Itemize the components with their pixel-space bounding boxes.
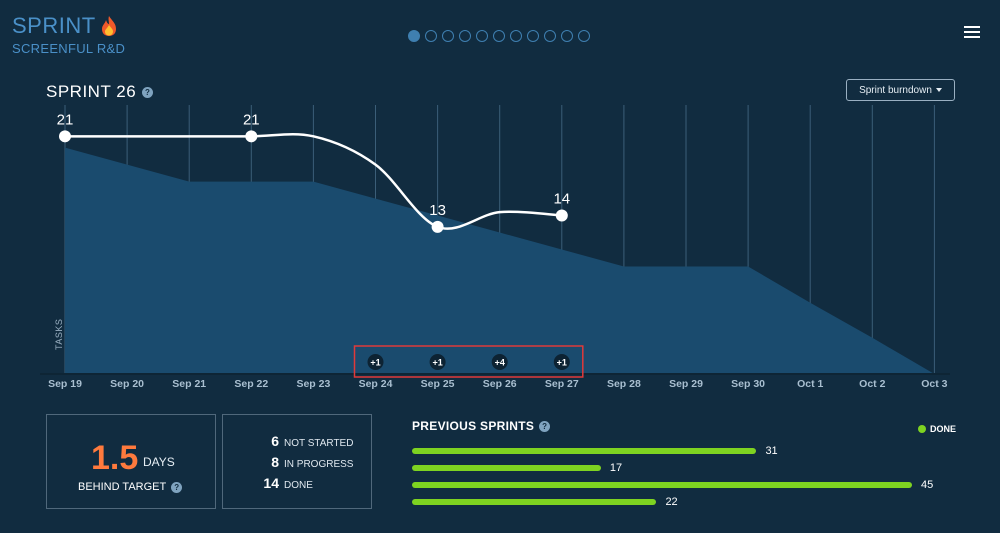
added-badge <box>429 354 446 370</box>
added-badge-label: +1 <box>432 358 442 368</box>
page-dot[interactable] <box>442 30 454 42</box>
x-tick-label: Sep 23 <box>296 378 330 390</box>
sprint-title-text: SPRINT 26 <box>46 82 137 101</box>
sprint-bar-row: 22 <box>412 496 678 508</box>
status-count: 14 <box>263 475 279 491</box>
sprint-bar-row: 17 <box>412 462 623 474</box>
sprint-bar[interactable] <box>412 482 912 488</box>
x-tick-label: Sep 27 <box>545 378 579 390</box>
chart-view-select-label: Sprint burndown <box>859 84 932 96</box>
added-badge <box>367 354 384 370</box>
page-dot[interactable] <box>578 30 590 42</box>
status-label: DONE <box>284 480 313 491</box>
previous-sprints-title: PREVIOUS SPRINTS ? <box>412 419 551 433</box>
legend-label: DONE <box>930 424 957 434</box>
brand-title: SPRINT <box>12 14 125 38</box>
ideal-burndown-area <box>65 147 935 374</box>
status-label: NOT STARTED <box>284 438 354 449</box>
data-label: 21 <box>57 111 74 128</box>
x-tick-label: Sep 25 <box>421 378 455 390</box>
added-badge-label: +1 <box>370 358 380 368</box>
status-count: 6 <box>271 433 279 449</box>
highlight-box <box>353 345 584 378</box>
caret-down-icon <box>935 88 942 92</box>
behind-target-card: 1.5 DAYS BEHIND TARGET ? <box>46 414 216 509</box>
x-tick-label: Sep 30 <box>731 378 765 390</box>
page-dot[interactable] <box>527 30 539 42</box>
status-row: 14 DONE <box>259 475 313 491</box>
actual-burndown-line <box>65 132 562 230</box>
previous-sprints-title-text: PREVIOUS SPRINTS <box>412 419 535 433</box>
sprint-bar-value: 17 <box>609 462 623 474</box>
page-dot[interactable] <box>510 30 522 42</box>
sprint-bar[interactable] <box>412 465 601 471</box>
x-tick-label: Oct 1 <box>797 378 823 390</box>
x-tick-label: Sep 24 <box>359 378 393 390</box>
behind-days-value: 1.5 <box>91 439 139 477</box>
page-dot[interactable] <box>544 30 556 42</box>
legend-dot-icon <box>918 425 926 433</box>
help-icon[interactable]: ? <box>171 481 183 493</box>
data-label: 13 <box>429 202 446 219</box>
sprint-bar-row: 31 <box>412 445 778 457</box>
data-point <box>245 130 258 143</box>
x-tick-label: Oct 2 <box>859 378 885 390</box>
added-badge-label: +4 <box>495 358 505 368</box>
sprint-bar-value: 45 <box>921 479 934 491</box>
added-badge <box>553 354 570 370</box>
data-point <box>431 220 444 233</box>
x-tick-label: Sep 19 <box>48 378 82 390</box>
sprint-bar-row: 45 <box>412 479 934 491</box>
page-dot[interactable] <box>425 30 437 42</box>
status-row: 6 NOT STARTED <box>259 433 353 449</box>
sprint-bar[interactable] <box>412 448 757 454</box>
data-label: 14 <box>553 191 570 208</box>
data-label: 21 <box>243 111 260 128</box>
sprint-bar-value: 31 <box>765 445 778 457</box>
status-label: IN PROGRESS <box>284 459 354 470</box>
x-tick-label: Sep 29 <box>669 378 703 390</box>
fire-icon <box>101 16 116 36</box>
x-tick-label: Sep 26 <box>483 378 517 390</box>
y-axis-label: TASKS <box>54 318 64 350</box>
behind-target-text: BEHIND TARGET <box>78 481 167 493</box>
chart-view-select[interactable]: Sprint burndown <box>846 79 955 101</box>
x-tick-label: Sep 28 <box>607 378 641 390</box>
sprint-bar[interactable] <box>412 499 657 505</box>
x-tick-label: Sep 20 <box>110 378 144 390</box>
behind-target-label: BEHIND TARGET ? <box>78 481 183 493</box>
hamburger-menu-icon[interactable] <box>964 26 980 40</box>
status-count: 8 <box>271 454 279 470</box>
page-dot[interactable] <box>459 30 471 42</box>
task-status-card: 6 NOT STARTED 8 IN PROGRESS 14 DONE <box>222 414 372 509</box>
page-dot[interactable] <box>476 30 488 42</box>
data-point <box>555 209 568 222</box>
page-dot[interactable] <box>561 30 573 42</box>
help-icon[interactable]: ? <box>142 86 154 98</box>
sprint-bar-value: 22 <box>665 496 678 508</box>
added-badge <box>491 354 508 370</box>
page-indicator[interactable] <box>408 30 590 42</box>
data-point <box>59 130 71 143</box>
help-icon[interactable]: ? <box>539 420 551 432</box>
brand-subtitle: SCREENFUL R&D <box>12 41 126 56</box>
page-dot[interactable] <box>493 30 505 42</box>
x-tick-label: Oct 3 <box>921 378 947 390</box>
x-tick-label: Sep 22 <box>234 378 268 390</box>
behind-days-unit: DAYS <box>143 455 175 469</box>
added-badge-label: +1 <box>557 358 567 368</box>
page-dot[interactable] <box>408 30 420 42</box>
legend: DONE <box>918 424 956 434</box>
sprint-title: SPRINT 26 ? <box>46 82 154 102</box>
x-tick-label: Sep 21 <box>172 378 206 390</box>
brand: SPRINT SCREENFUL R&D <box>12 14 126 57</box>
brand-title-text: SPRINT <box>12 13 96 38</box>
status-row: 8 IN PROGRESS <box>259 454 353 470</box>
